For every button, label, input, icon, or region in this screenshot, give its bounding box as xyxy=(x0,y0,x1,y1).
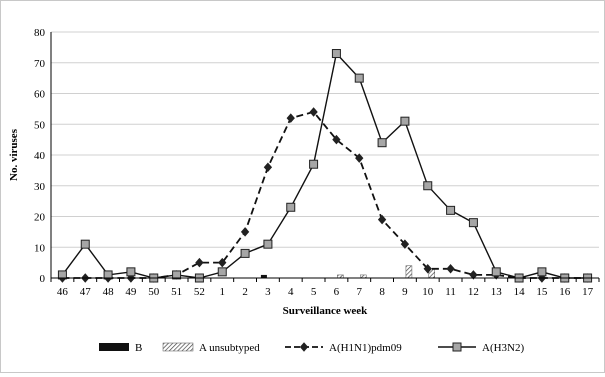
data-point xyxy=(423,264,432,274)
data-point xyxy=(400,239,410,249)
x-tick-label: 8 xyxy=(379,286,385,298)
x-tick-label: 12 xyxy=(468,286,479,298)
data-point xyxy=(355,153,364,163)
y-tick-label: 0 xyxy=(40,273,46,285)
x-tick-label: 52 xyxy=(194,286,205,298)
x-tick-label: 17 xyxy=(582,286,594,298)
y-axis-title: No. viruses xyxy=(8,128,20,181)
data-point xyxy=(309,159,319,169)
x-tick-label: 9 xyxy=(402,286,408,298)
data-point xyxy=(126,267,136,277)
series-line xyxy=(62,110,588,279)
data-point xyxy=(217,267,227,277)
legend-marker xyxy=(452,342,462,352)
y-tick-label: 60 xyxy=(34,89,46,101)
data-point xyxy=(469,270,478,280)
x-tick-label: 4 xyxy=(288,286,294,298)
legend: B A unsubtyped A(H1N1)pdm09 A(H3N2) xyxy=(99,342,524,354)
data-point xyxy=(286,202,296,212)
bar-series xyxy=(260,265,435,279)
x-tick-label: 49 xyxy=(125,286,137,298)
data-point xyxy=(240,248,250,258)
y-tick-label: 30 xyxy=(34,181,46,193)
legend-label: B xyxy=(135,342,142,354)
data-point xyxy=(80,239,90,249)
x-tick-label: 13 xyxy=(491,286,503,298)
x-tick-label: 11 xyxy=(445,286,456,298)
bar xyxy=(405,265,413,279)
data-point xyxy=(537,267,547,277)
legend-swatch xyxy=(99,343,129,351)
x-tick-label: 16 xyxy=(559,286,571,298)
data-point xyxy=(446,264,455,274)
x-tick-label: 47 xyxy=(80,286,92,298)
data-point xyxy=(286,113,295,123)
y-tick-label: 40 xyxy=(34,150,46,162)
data-point xyxy=(309,107,318,117)
x-tick-label: 5 xyxy=(311,286,317,298)
y-tick-labels: 0 10 20 30 40 50 60 70 80 xyxy=(34,27,46,285)
y-tick-label: 70 xyxy=(34,58,46,70)
x-tick-label: 50 xyxy=(148,286,160,298)
x-tick-label: 14 xyxy=(514,286,526,298)
gridlines xyxy=(51,31,599,279)
data-point xyxy=(263,239,273,249)
x-tick-label: 15 xyxy=(536,286,548,298)
y-tick-label: 20 xyxy=(34,212,46,224)
data-point xyxy=(331,49,341,59)
data-point xyxy=(354,73,364,83)
y-tick-label: 10 xyxy=(34,242,46,254)
data-point xyxy=(377,214,387,225)
data-point xyxy=(377,138,387,148)
data-point xyxy=(446,205,456,215)
data-point xyxy=(423,181,433,191)
data-point xyxy=(468,218,478,228)
x-tick-label: 2 xyxy=(242,286,248,298)
data-point xyxy=(57,270,67,280)
x-tick-labels: 46 47 48 49 50 51 52 1 2 3 4 5 6 7 8 9 10 11 12 13 14 15 16 17 xyxy=(50,278,600,298)
x-tick-label: 51 xyxy=(171,286,182,298)
legend-label: A(H3N2) xyxy=(482,342,524,354)
x-tick-label: 3 xyxy=(265,286,271,298)
data-point xyxy=(218,257,227,268)
x-tick-label: 1 xyxy=(220,286,226,298)
y-tick-label: 80 xyxy=(34,27,46,39)
x-axis-title: Surveillance week xyxy=(283,305,369,317)
bar xyxy=(260,274,267,278)
x-tick-label: 46 xyxy=(57,286,69,298)
legend-swatch xyxy=(162,342,194,352)
legend-marker xyxy=(299,342,309,352)
data-point xyxy=(195,257,204,268)
legend-label: A unsubtyped xyxy=(199,342,260,354)
data-point xyxy=(240,227,250,237)
x-tick-label: 48 xyxy=(103,286,115,298)
y-tick-label: 50 xyxy=(34,119,46,131)
data-point xyxy=(491,267,501,277)
x-tick-label: 6 xyxy=(334,286,340,298)
data-point xyxy=(263,162,273,173)
legend-label: A(H1N1)pdm09 xyxy=(329,342,402,354)
data-point xyxy=(103,270,113,280)
x-tick-label: 7 xyxy=(357,286,363,298)
x-tick-label: 10 xyxy=(422,286,434,298)
data-point xyxy=(400,116,410,126)
series-line xyxy=(61,52,588,279)
data-point xyxy=(172,270,182,280)
data-point xyxy=(332,134,341,145)
